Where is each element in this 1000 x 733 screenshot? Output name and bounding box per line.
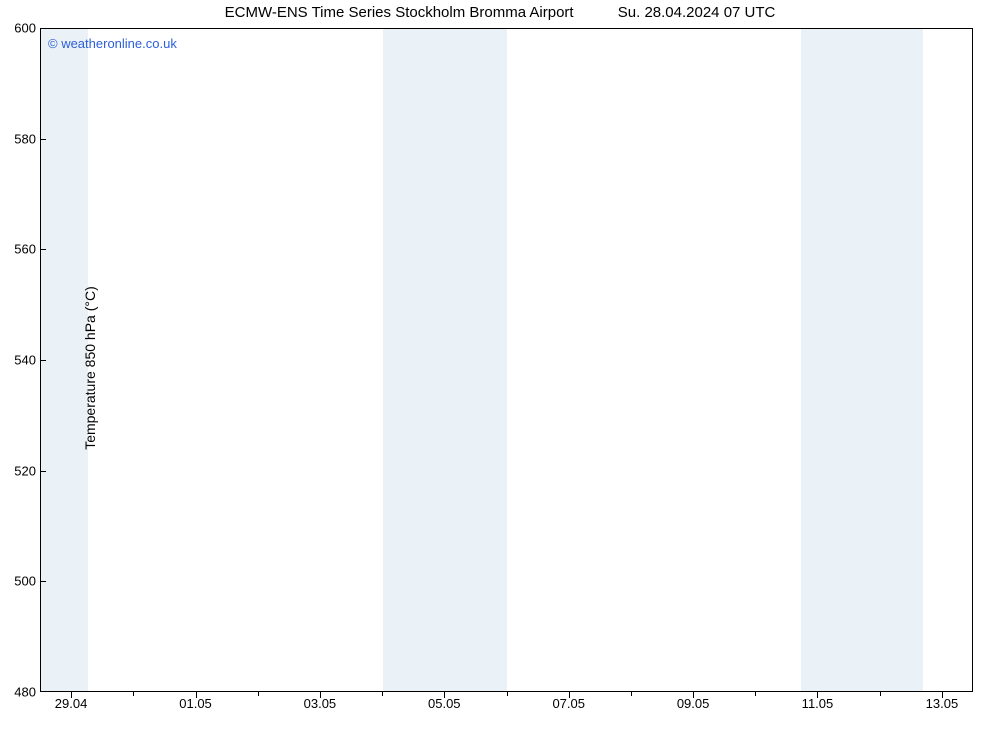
x-tick-label: 29.04 xyxy=(55,696,88,711)
y-tick-label: 520 xyxy=(6,463,36,478)
x-minor-tick-mark xyxy=(755,692,756,696)
x-tick-label: 11.05 xyxy=(802,696,834,711)
x-minor-tick-mark xyxy=(382,692,383,696)
y-axis-title: Temperature 850 hPa (°C) xyxy=(82,268,98,468)
shade-band xyxy=(801,29,922,691)
x-minor-tick-mark xyxy=(133,692,134,696)
x-tick-label: 01.05 xyxy=(179,696,212,711)
x-tick-mark xyxy=(569,692,570,698)
x-tick-mark xyxy=(942,692,943,698)
x-tick-mark xyxy=(196,692,197,698)
y-tick-label: 600 xyxy=(6,21,36,36)
y-tick-mark xyxy=(40,581,46,582)
x-tick-label: 09.05 xyxy=(677,696,710,711)
x-minor-tick-mark xyxy=(880,692,881,696)
shade-band xyxy=(383,29,507,691)
x-minor-tick-mark xyxy=(258,692,259,696)
x-minor-tick-mark xyxy=(507,692,508,696)
x-tick-mark xyxy=(71,692,72,698)
y-tick-label: 580 xyxy=(6,131,36,146)
y-tick-mark xyxy=(40,139,46,140)
chart-container: ECMW-ENS Time Series Stockholm Bromma Ai… xyxy=(0,0,1000,733)
chart-title-main: ECMW-ENS Time Series Stockholm Bromma Ai… xyxy=(225,4,574,21)
x-tick-mark xyxy=(817,692,818,698)
x-tick-mark xyxy=(320,692,321,698)
y-tick-mark xyxy=(40,471,46,472)
plot-area xyxy=(40,28,973,692)
x-minor-tick-mark xyxy=(631,692,632,696)
x-tick-mark xyxy=(444,692,445,698)
y-tick-mark xyxy=(40,360,46,361)
x-tick-label: 03.05 xyxy=(304,696,337,711)
chart-title-row: ECMW-ENS Time Series Stockholm Bromma Ai… xyxy=(0,4,1000,21)
y-tick-label: 500 xyxy=(6,574,36,589)
x-tick-label: 05.05 xyxy=(428,696,461,711)
chart-title-date: Su. 28.04.2024 07 UTC xyxy=(618,4,776,21)
watermark: © weatheronline.co.uk xyxy=(48,36,177,51)
y-tick-label: 560 xyxy=(6,242,36,257)
x-tick-label: 13.05 xyxy=(926,696,959,711)
y-tick-label: 540 xyxy=(6,353,36,368)
y-tick-mark xyxy=(40,249,46,250)
x-tick-label: 07.05 xyxy=(552,696,585,711)
shade-band xyxy=(41,29,88,691)
x-tick-mark xyxy=(693,692,694,698)
y-tick-label: 480 xyxy=(6,685,36,700)
